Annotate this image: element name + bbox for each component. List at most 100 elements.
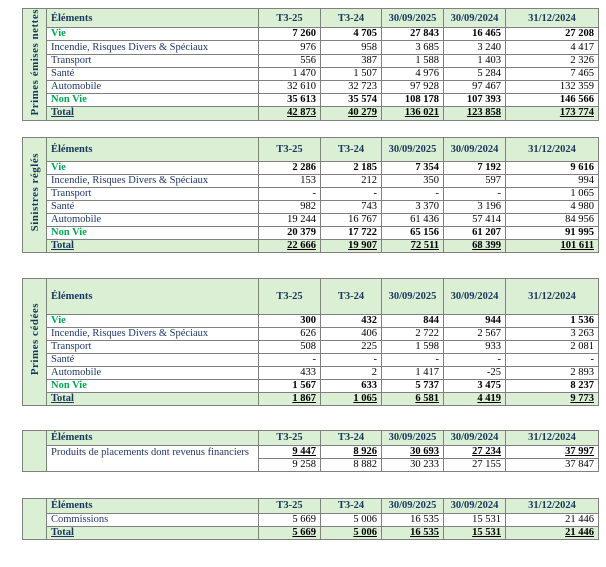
value-cell: 1 470 [258, 66, 321, 81]
value-cell: 3 475 [443, 378, 506, 393]
table-row: Incendie, Risques Divers & Spéciaux 976 95… [23, 40, 599, 55]
value-cell: 1 567 [258, 378, 321, 393]
value-cell: 19 244 [258, 212, 321, 227]
value-cell: 132 359 [505, 79, 599, 95]
value-cell: 3 263 [505, 326, 599, 341]
value-cell: 16 535 [381, 512, 444, 527]
column-header: 31/12/2024 [505, 136, 599, 162]
value-cell: 136 021 [381, 106, 444, 121]
column-header: 31/12/2024 [505, 497, 599, 514]
value-cell: 433 [258, 365, 321, 380]
value-cell: 4 976 [381, 66, 444, 81]
value-cell: 944 [443, 313, 506, 328]
table-row: Incendie, Risques Divers & Spéciaux 153 21… [23, 173, 599, 188]
column-header: T3-25 [258, 429, 321, 446]
value-cell: 17 722 [320, 225, 382, 240]
table-row: Total 1 867 1 065 6 581 4 419 9 773 [22, 391, 599, 406]
value-cell: 597 [443, 173, 506, 188]
value-cell: 556 [258, 53, 321, 68]
column-header: Éléments [46, 136, 259, 162]
value-cell: 27 155 [443, 457, 506, 472]
table-row: Santé - - - - - [23, 352, 599, 367]
column-header: T3-25 [258, 277, 321, 315]
table-row: 9 258 8 882 30 233 27 155 37 847 [23, 457, 599, 472]
row-label: Total [46, 391, 259, 406]
financial-table-0: Primes émises nettes Éléments T3-25 T3-24 30… [22, 7, 599, 121]
financial-table-4: Éléments T3-25 T3-24 30/09/2025 30/09/2024 31… [22, 497, 599, 540]
header-row: Primes émises nettes Éléments T3-25 T3-24 30… [22, 7, 599, 121]
row-label: Total [46, 106, 259, 121]
value-cell: 2 893 [505, 365, 599, 380]
value-cell: 68 399 [443, 238, 506, 253]
side-label-strip [22, 497, 47, 540]
value-cell: 1 417 [381, 365, 444, 380]
value-cell: 1 065 [320, 391, 382, 406]
row-label: Santé [46, 352, 259, 367]
table-row: Total 22 666 19 907 72 511 68 399 101 611 [22, 238, 599, 253]
value-cell: 1 065 [505, 186, 599, 201]
value-cell: 508 [258, 339, 321, 354]
side-label-text: Sinistres réglés [28, 153, 41, 232]
column-header: T3-24 [320, 136, 382, 162]
value-cell: 57 414 [443, 212, 506, 227]
value-cell: 65 156 [381, 225, 444, 240]
column-header: T3-25 [258, 7, 321, 29]
value-cell: 146 566 [505, 93, 599, 108]
value-cell: 2 [320, 365, 382, 380]
column-header: 31/12/2024 [505, 7, 599, 29]
value-cell: 3 240 [443, 40, 506, 55]
side-label-strip: Primes cédées [22, 277, 47, 406]
value-cell: 21 446 [505, 512, 599, 527]
value-cell: 173 774 [505, 106, 599, 121]
row-label: Automobile [46, 365, 259, 380]
column-header: Éléments [46, 429, 259, 446]
value-cell: 743 [320, 199, 382, 214]
side-label-text: Primes cédées [28, 303, 41, 376]
table-row: Automobile 433 2 1 417 -25 2 893 [23, 365, 599, 380]
value-cell: 30 693 [381, 444, 444, 459]
value-cell: 1 507 [320, 66, 382, 81]
value-cell: 9 616 [505, 160, 599, 175]
value-cell: 2 567 [443, 326, 506, 341]
row-label: Transport [46, 186, 259, 201]
tables-container: Primes émises nettes Éléments T3-25 T3-24 30… [22, 7, 606, 540]
row-label: Vie [46, 160, 259, 175]
value-cell: 4 419 [443, 391, 506, 406]
value-cell: 27 208 [505, 27, 599, 42]
value-cell: 1 598 [381, 339, 444, 354]
value-cell: 2 081 [505, 339, 599, 354]
value-cell: 9 258 [258, 457, 321, 472]
value-cell: 27 843 [381, 27, 444, 42]
table-row: Automobile 32 610 32 723 97 928 97 467 132 35… [23, 79, 599, 95]
value-cell: 2 286 [258, 160, 321, 175]
table-row: Vie 300 432 844 944 1 536 [23, 313, 599, 328]
value-cell: 212 [320, 173, 382, 188]
value-cell: 633 [320, 378, 382, 393]
value-cell: 406 [320, 326, 382, 341]
value-cell: 4 417 [505, 40, 599, 55]
value-cell: 19 907 [320, 238, 382, 253]
value-cell: - [381, 352, 444, 367]
value-cell: 7 192 [443, 160, 506, 175]
row-label: Non Vie [46, 225, 259, 240]
value-cell: - [505, 352, 599, 367]
value-cell: 97 928 [381, 79, 444, 95]
row-label: Santé [46, 199, 259, 214]
value-cell: 844 [381, 313, 444, 328]
table-row: Produits de placements dont revenus fina… [23, 444, 599, 472]
column-header: T3-24 [320, 497, 382, 514]
column-header: 30/09/2025 [381, 429, 444, 446]
table-row: Total 5 669 5 006 16 535 15 531 21 446 [22, 525, 599, 540]
value-cell: 61 436 [381, 212, 444, 227]
value-cell: 5 284 [443, 66, 506, 81]
row-label: Produits de placements dont revenus fina… [46, 444, 259, 472]
row-label: Total [46, 525, 259, 540]
value-cell: 16 767 [320, 212, 382, 227]
value-cell: 32 610 [258, 79, 321, 95]
header-row: Éléments T3-25 T3-24 30/09/2025 30/09/2024 31… [22, 497, 599, 540]
column-header: 30/09/2024 [443, 277, 506, 315]
value-cell: 8 926 [320, 444, 382, 459]
row-label: Transport [46, 339, 259, 354]
value-cell: 626 [258, 326, 321, 341]
column-header: 30/09/2025 [381, 136, 444, 162]
